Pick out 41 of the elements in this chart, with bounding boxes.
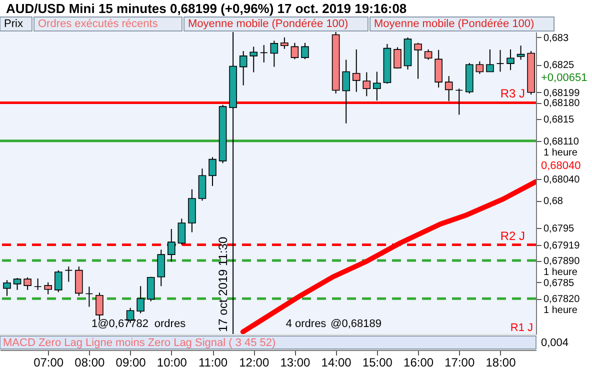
y-tick-label: 0,6825 bbox=[544, 60, 575, 72]
annotation: 4 ordres bbox=[286, 318, 327, 330]
y-tick-label: 0,67919 bbox=[544, 240, 580, 252]
annotation: R1 J bbox=[510, 322, 533, 334]
ref-line-label: 17 oct 2019 11:30 bbox=[216, 236, 230, 332]
text: Moyenne mobile (Pondérée 100) bbox=[188, 18, 348, 30]
y-tick-label: 0,68040 bbox=[544, 174, 580, 186]
x-tick-label: 12:00 bbox=[239, 356, 270, 370]
y-tick-label: 0,67890 1 heure bbox=[544, 256, 580, 278]
text: MACD Zero Lag Ligne moins Zero Lag Signal ( 3 45 52) bbox=[3, 337, 276, 349]
x-tick-label: 18:00 bbox=[486, 356, 516, 370]
text: 0,004 bbox=[541, 337, 569, 349]
ref-line-label: R2 J bbox=[500, 228, 525, 243]
x-tick-label: 09:00 bbox=[116, 356, 146, 370]
y-tick-label: 0,68180 bbox=[544, 98, 580, 110]
y-tick-label: 0,683 bbox=[544, 32, 569, 44]
x-tick-label: 08:00 bbox=[74, 356, 106, 370]
annotation: ordres bbox=[154, 318, 186, 330]
x-tick-label: 11:00 bbox=[198, 356, 228, 370]
y-tick-label: 0,68110 1 heure bbox=[544, 136, 580, 158]
ref-line-label: R3 J bbox=[500, 86, 525, 101]
y-tick-label: 0,6785 bbox=[544, 278, 575, 289]
x-tick-label: 07:00 bbox=[34, 356, 64, 370]
x-tick-label: 17:00 bbox=[444, 356, 475, 370]
annotation: 1@0,67782 bbox=[91, 318, 149, 330]
text: Moyenne mobile (Pondérée 100) bbox=[374, 18, 534, 30]
x-tick-label: 13:00 bbox=[280, 356, 311, 370]
annotation: @0,68189 bbox=[330, 318, 382, 330]
chart-title: AUD/USD Mini 15 minutes 0,68199 (+0,96%) 17 oct. 2019 19:16:08 bbox=[6, 1, 407, 16]
x-tick-label: 10:00 bbox=[156, 356, 188, 370]
text: +0,00651 bbox=[541, 72, 588, 84]
y-tick-label: 0,6815 bbox=[544, 114, 575, 126]
text: Prix bbox=[4, 18, 24, 30]
y-tick-label: 0,67820 1 heure bbox=[544, 294, 580, 316]
y-tick-label: 0,6795 bbox=[544, 223, 575, 234]
x-tick-label: 14:00 bbox=[321, 356, 352, 370]
x-tick-label: 15:00 bbox=[362, 356, 393, 370]
y-tick-label: 0,68 bbox=[544, 196, 564, 208]
text: Ordres exécutés récents bbox=[38, 18, 158, 30]
x-tick-label: 16:00 bbox=[404, 356, 434, 370]
y-tick-label: 0,68199 bbox=[544, 88, 580, 99]
